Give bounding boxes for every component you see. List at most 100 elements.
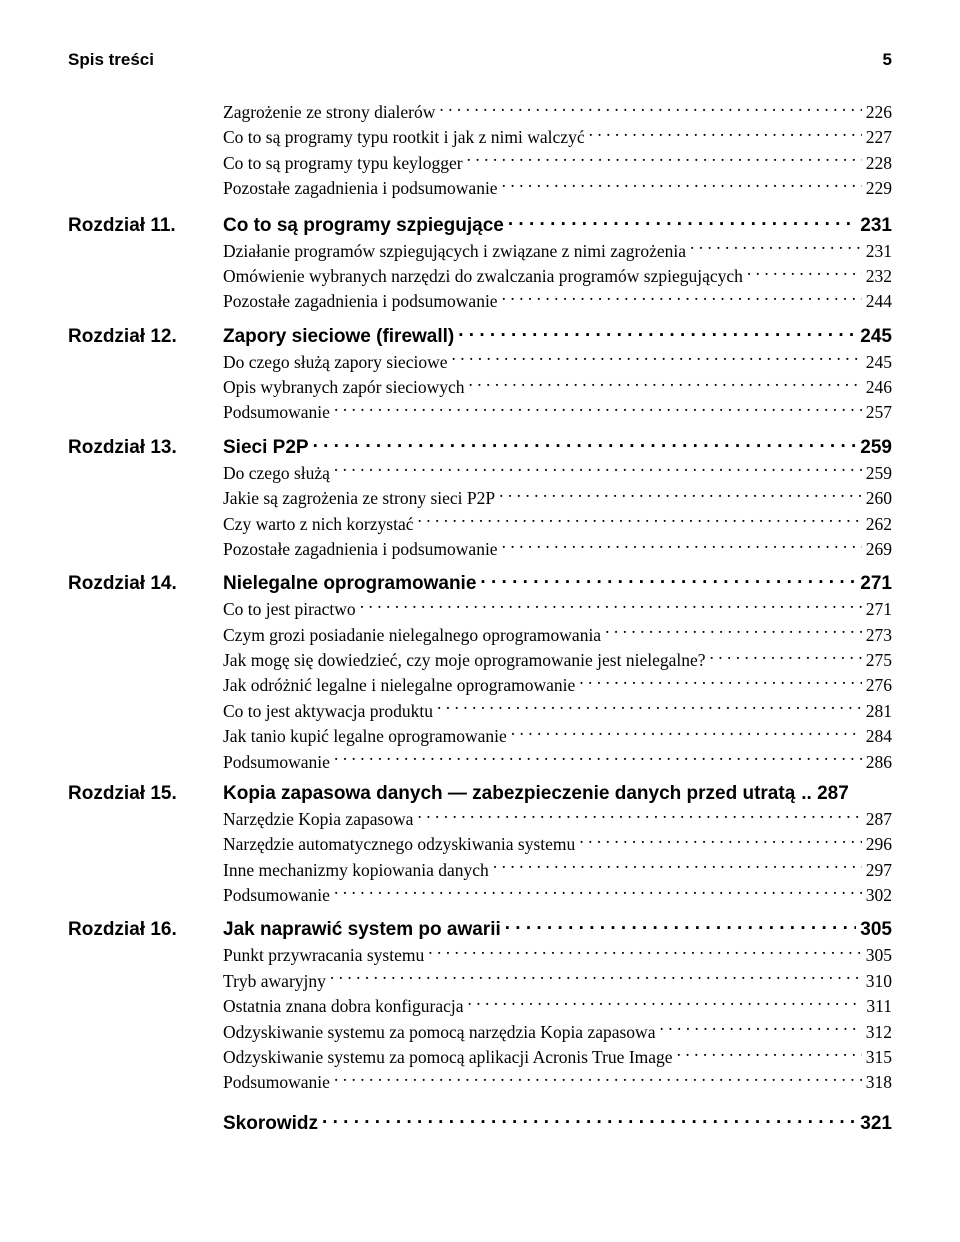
toc-entry-label: Ostatnia znana dobra konfiguracja xyxy=(223,994,464,1019)
toc-entry-page: 275 xyxy=(866,648,892,673)
toc-entry-label: Opis wybranych zapór sieciowych xyxy=(223,375,465,400)
toc-entry: Narzędzie Kopia zapasowa 287 xyxy=(223,807,892,832)
toc-entry-page: 297 xyxy=(866,858,892,883)
toc-entry-page: 284 xyxy=(866,724,892,749)
toc-entry-label: Czym grozi posiadanie nielegalnego oprog… xyxy=(223,623,601,648)
toc-entry-page: 257 xyxy=(866,400,892,425)
toc-entry: Podsumowanie286 xyxy=(223,750,892,775)
toc-index: Skorowidz 321 xyxy=(223,1110,892,1135)
toc-chapter-entries: Narzędzie Kopia zapasowa 287 Narzędzie aut… xyxy=(223,807,892,909)
toc-entry-label: Podsumowanie xyxy=(223,1070,330,1095)
toc-chapter: Rozdział 15.Kopia zapasowa danych — zabe… xyxy=(68,783,892,909)
header-page-number: 5 xyxy=(883,50,892,70)
toc-chapter: Rozdział 16.Jak naprawić system po awari… xyxy=(68,916,892,1095)
toc-entry: Omówienie wybranych narzędzi do zwalczan… xyxy=(223,264,892,289)
toc-entry-label: Działanie programów szpiegujących i zwią… xyxy=(223,239,686,264)
toc-entry-label: Pozostałe zagadnienia i podsumowanie xyxy=(223,537,498,562)
toc-entry-label: Tryb awaryjny xyxy=(223,969,326,994)
header-left: Spis treści xyxy=(68,50,154,70)
index-page: 321 xyxy=(860,1113,892,1135)
leader-dots xyxy=(505,916,857,935)
toc-entry-label: Pozostałe zagadnienia i podsumowanie xyxy=(223,289,498,314)
chapter-prefix: Rozdział 13. xyxy=(68,437,223,459)
chapter-page: 259 xyxy=(860,437,892,459)
toc-entry-label: Do czego służą zapory sieciowe xyxy=(223,350,447,375)
leader-dots xyxy=(334,461,862,479)
chapter-prefix: Rozdział 11. xyxy=(68,215,223,237)
toc-entry-label: Inne mechanizmy kopiowania danych xyxy=(223,858,489,883)
toc-entry: Do czego służą259 xyxy=(223,461,892,486)
toc-entry-label: Co to są programy typu keylogger xyxy=(223,151,463,176)
toc-entry: Do czego służą zapory sieciowe245 xyxy=(223,350,892,375)
leader-dots xyxy=(677,1045,862,1063)
chapter-title: Zapory sieciowe (firewall) xyxy=(223,326,454,348)
toc-entry: Czy warto z nich korzystać262 xyxy=(223,512,892,537)
toc-entry: Co to jest piractwo271 xyxy=(223,597,892,622)
leader-dots xyxy=(747,264,862,282)
toc-chapter: Rozdział 11.Co to są programy szpiegując… xyxy=(68,212,892,315)
leader-dots xyxy=(467,151,862,169)
leader-dots xyxy=(313,434,857,453)
chapter-title: Co to są programy szpiegujące xyxy=(223,215,504,237)
toc-entry-label: Narzędzie Kopia zapasowa xyxy=(223,807,413,832)
leader-dots xyxy=(334,884,862,902)
toc-entry-label: Punkt przywracania systemu xyxy=(223,943,424,968)
chapter-page: 271 xyxy=(860,573,892,595)
toc-entry-page: 262 xyxy=(866,512,892,537)
toc-entry-page: 312 xyxy=(866,1020,892,1045)
toc-entry: Inne mechanizmy kopiowania danych 297 xyxy=(223,858,892,883)
chapter-title: Jak naprawić system po awarii xyxy=(223,919,501,941)
leader-dots xyxy=(710,649,862,667)
toc-chapter-heading: Rozdział 15.Kopia zapasowa danych — zabe… xyxy=(68,783,892,805)
toc-entry-page: 311 xyxy=(866,994,892,1019)
leader-dots xyxy=(428,944,862,962)
toc-entry: Podsumowanie318 xyxy=(223,1070,892,1095)
leader-dots xyxy=(334,401,862,419)
toc-entry-page: 227 xyxy=(866,125,892,150)
toc-intro-entries: Zagrożenie ze strony dialerów226Co to są… xyxy=(223,100,892,202)
leader-dots xyxy=(330,969,862,987)
toc-entry-page: 259 xyxy=(866,461,892,486)
toc-entry-label: Podsumowanie xyxy=(223,883,330,908)
toc-chapter: Rozdział 12.Zapory sieciowe (firewall)24… xyxy=(68,323,892,426)
leader-dots xyxy=(451,350,861,368)
toc-entry-label: Narzędzie automatycznego odzyskiwania sy… xyxy=(223,832,575,857)
leader-dots xyxy=(334,1071,862,1089)
chapter-title: Kopia zapasowa danych — zabezpieczenie d… xyxy=(223,783,795,805)
toc-entry-label: Jak odróżnić legalne i nielegalne oprogr… xyxy=(223,673,575,698)
toc-entry: Ostatnia znana dobra konfiguracja 311 xyxy=(223,994,892,1019)
toc-entry: Odzyskiwanie systemu za pomocą aplikacji… xyxy=(223,1045,892,1070)
toc-entry: Pozostałe zagadnienia i podsumowanie 244 xyxy=(223,289,892,314)
toc-entry-page: 228 xyxy=(866,151,892,176)
toc-entry: Pozostałe zagadnienia i podsumowanie 229 xyxy=(223,176,892,201)
leader-dots xyxy=(499,487,862,505)
toc-entry-label: Odzyskiwanie systemu za pomocą aplikacji… xyxy=(223,1045,673,1070)
toc-chapter-heading: Rozdział 11.Co to są programy szpiegując… xyxy=(68,212,892,237)
toc-entry: Co to są programy typu rootkit i jak z n… xyxy=(223,125,892,150)
toc-chapter-entries: Do czego służą zapory sieciowe245Opis wy… xyxy=(223,350,892,426)
toc-entry: Punkt przywracania systemu 305 xyxy=(223,943,892,968)
toc-entry: Pozostałe zagadnienia i podsumowanie269 xyxy=(223,537,892,562)
index-label: Skorowidz xyxy=(223,1113,318,1135)
toc-chapter: Rozdział 14.Nielegalne oprogramowanie271… xyxy=(68,570,892,775)
toc-entry-page: 226 xyxy=(866,100,892,125)
toc-entry: Jak mogę się dowiedzieć, czy moje oprogr… xyxy=(223,648,892,673)
toc-entry: Czym grozi posiadanie nielegalnego oprog… xyxy=(223,623,892,648)
toc-entry: Zagrożenie ze strony dialerów226 xyxy=(223,100,892,125)
toc-entry-page: 232 xyxy=(866,264,892,289)
leader-dots xyxy=(502,177,862,195)
leader-dots xyxy=(508,212,856,231)
toc-entry-label: Podsumowanie xyxy=(223,400,330,425)
toc-entry-page: 244 xyxy=(866,289,892,314)
leader-dots xyxy=(334,750,862,768)
toc-entry-label: Pozostałe zagadnienia i podsumowanie xyxy=(223,176,498,201)
toc-chapter-heading: Rozdział 16.Jak naprawić system po awari… xyxy=(68,916,892,941)
toc-entry-label: Jak tanio kupić legalne oprogramowanie xyxy=(223,724,507,749)
toc-entry-page: 287 xyxy=(866,807,892,832)
toc-chapter: Rozdział 13.Sieci P2P259Do czego służą25… xyxy=(68,434,892,563)
toc-entry-page: 276 xyxy=(866,673,892,698)
running-header: Spis treści 5 xyxy=(68,50,892,70)
toc-entry-page: 305 xyxy=(866,943,892,968)
toc-entry-page: 229 xyxy=(866,176,892,201)
leader-dots xyxy=(480,570,856,589)
